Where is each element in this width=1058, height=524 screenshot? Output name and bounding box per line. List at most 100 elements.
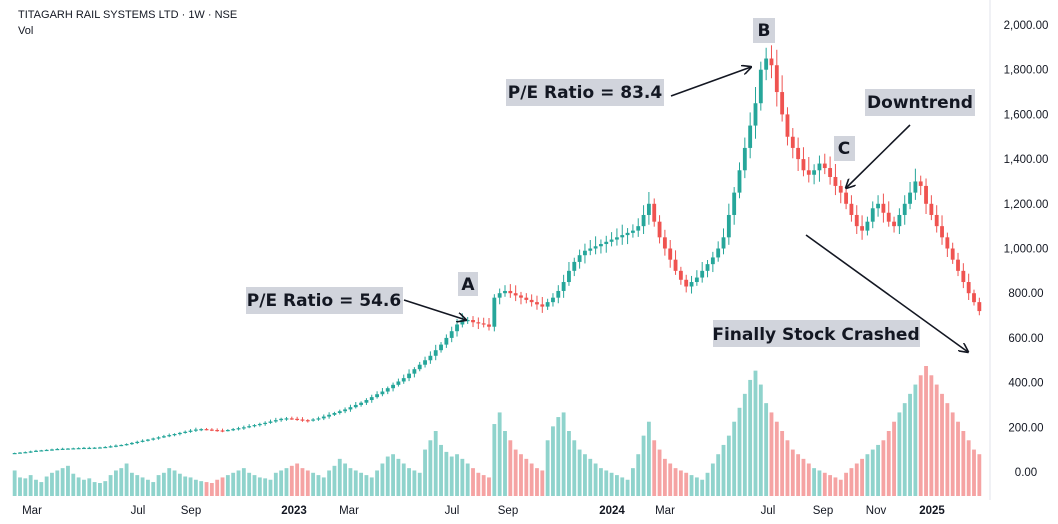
volume-bar [455, 454, 459, 496]
downtrend-label-bg [865, 89, 975, 116]
candle-body [662, 237, 667, 249]
candle-body [641, 214, 646, 227]
volume-bar [950, 412, 955, 496]
candle-body [620, 235, 625, 238]
volume-bar [604, 470, 609, 496]
volume-bar [241, 468, 246, 496]
volume-bar [215, 479, 220, 496]
time-axis: Mar Jul Sep 2023 Mar Jul Sep 2024 Mar Jul Sep Nov 20… [22, 505, 945, 517]
candle-body [209, 429, 214, 431]
candle-body [193, 429, 198, 431]
volume-bar [705, 472, 710, 496]
volume-bar [289, 465, 294, 496]
candle-body [87, 447, 92, 450]
candle-body [50, 449, 54, 451]
volume-bar [657, 449, 662, 496]
volume-bar [849, 468, 854, 496]
volume-bar [551, 426, 555, 496]
volume-bar [492, 424, 497, 496]
volume-bar [748, 379, 753, 496]
candle-body [353, 404, 358, 408]
volume-bar [625, 479, 630, 496]
candle-body [236, 428, 241, 430]
candle-body [108, 446, 113, 448]
volume-bar [145, 479, 150, 496]
pe-a-label: P/E Ratio = 54.6 [247, 291, 401, 311]
candle-body [119, 444, 124, 447]
candle-body [471, 320, 475, 323]
volume-bar [103, 481, 108, 496]
candle-body [497, 293, 502, 298]
volume-bar [204, 482, 209, 496]
candle-body [487, 324, 491, 327]
volume-bar [838, 479, 843, 496]
candle-body [428, 355, 433, 361]
downtrend-arrow [846, 124, 911, 188]
point-a-label: A [461, 275, 475, 295]
volume-bar [140, 477, 145, 496]
candle-body [311, 419, 316, 421]
candle-body [199, 429, 204, 431]
volume-bar [780, 431, 785, 496]
volume-bar [929, 375, 934, 496]
volume-bar [694, 477, 699, 496]
volume-bar [284, 468, 289, 496]
candle-body [769, 58, 774, 66]
volume-bar [417, 472, 422, 496]
volume-bar [188, 477, 193, 496]
volume-bar [423, 449, 427, 496]
volume-bar [199, 481, 204, 496]
volume-bar [764, 403, 769, 496]
volume-bar [513, 449, 518, 496]
candle-body [625, 232, 630, 236]
volume-bar [460, 458, 465, 496]
candle-body [247, 426, 252, 428]
volume-bar [796, 454, 801, 496]
chart-symbol-title: TITAGARH RAIL SYSTEMS LTD · 1W · NSE [18, 9, 238, 21]
volume-bar [449, 456, 454, 496]
candle-body [678, 270, 683, 280]
candle-body [167, 435, 172, 437]
volume-bar [854, 463, 859, 496]
time-axis-label: Mar [22, 505, 42, 517]
candle-body [444, 337, 449, 345]
volume-bar [535, 468, 539, 496]
price-axis-label: 600.00 [1008, 333, 1043, 345]
volume-bar [801, 458, 806, 496]
candle-body [161, 436, 166, 438]
candle-body [780, 92, 785, 115]
price-axis-label: 1,000.00 [1004, 244, 1049, 256]
candle-body [135, 441, 140, 444]
candle-body [545, 302, 550, 307]
candle-body [151, 438, 156, 440]
pe-a-arrow [403, 299, 466, 320]
time-axis-label: Mar [655, 505, 675, 517]
volume-bar [630, 468, 635, 496]
volume-bar [583, 454, 587, 496]
price-candles [12, 45, 982, 455]
volume-bar [156, 475, 161, 496]
price-axis-label: 0.00 [1015, 467, 1037, 479]
candle-body [34, 450, 38, 452]
candle-body [945, 237, 950, 249]
point-c-bg [834, 136, 855, 161]
volume-bar [924, 366, 928, 496]
annotation-crash: Finally Stock Crashed [712, 234, 968, 352]
volume-bar [892, 421, 896, 496]
candle-body [716, 248, 721, 258]
candle-body [854, 214, 859, 227]
volume-bar [758, 384, 763, 496]
candle-body [588, 248, 593, 251]
volume-bar [263, 478, 268, 496]
candle-body [652, 203, 657, 222]
candle-body [220, 430, 225, 432]
volume-bar [593, 463, 598, 496]
candle-body [849, 203, 854, 215]
candle-body [380, 391, 385, 395]
candle-body [492, 297, 497, 327]
volume-bar [444, 451, 449, 496]
candle-body [359, 402, 364, 405]
candle-body [561, 282, 566, 291]
candle-body [396, 381, 401, 385]
time-axis-label: 2025 [919, 505, 945, 517]
